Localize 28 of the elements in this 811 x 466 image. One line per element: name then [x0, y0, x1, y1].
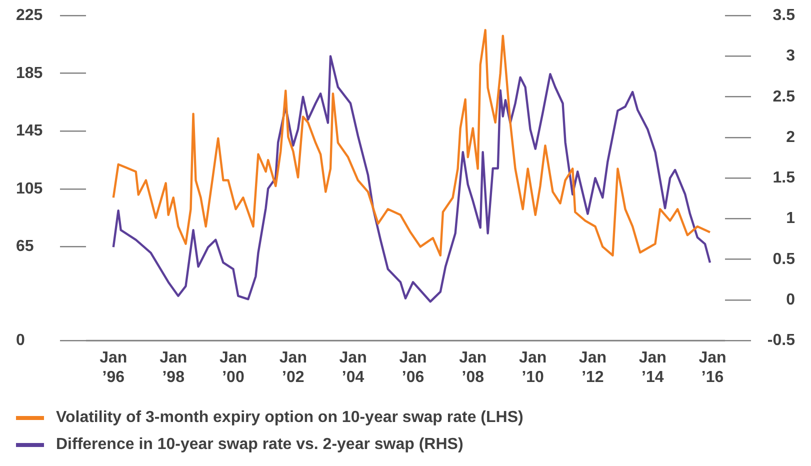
- x-tick-label: Jan ’16: [698, 350, 726, 386]
- x-tick-label: Jan ’00: [219, 350, 248, 386]
- legend-label: Volatility of 3-month expiry option on 10-year swap rate (LHS): [56, 408, 524, 426]
- x-tick-label: Jan ’14: [638, 350, 666, 386]
- y-tick-label: 145: [16, 122, 43, 140]
- y2-tick-label: 0.5: [772, 250, 796, 268]
- x-tick-label: Jan ’12: [578, 350, 606, 386]
- y2-tick-label: 0: [786, 291, 796, 308]
- y-tick-label: 225: [16, 7, 43, 24]
- x-tick-label: Jan ’04: [339, 350, 367, 386]
- x-tick-label: Jan ’06: [399, 350, 427, 386]
- x-tick-label: Jan ’98: [160, 350, 188, 386]
- y-tick-label: 105: [16, 180, 43, 198]
- y-tick-label: 0: [16, 332, 25, 350]
- y2-tick-label: 3: [786, 48, 796, 65]
- y-tick-label: 65: [16, 238, 34, 256]
- x-tick-label: Jan ’08: [459, 350, 487, 386]
- y2-tick-label: 2: [786, 128, 796, 146]
- x-tick-label: Jan ’10: [519, 350, 547, 386]
- x-tick-label: Jan ’96: [100, 350, 128, 386]
- y2-tick-label: -0.5: [767, 332, 796, 350]
- x-tick-label: Jan ’02: [279, 350, 307, 386]
- y2-tick-label: 1.5: [772, 170, 796, 187]
- y2-tick-label: 1: [786, 210, 796, 228]
- legend-label: Difference in 10-year swap rate vs. 2-year swap (RHS): [56, 436, 464, 454]
- y2-tick-label: 3.5: [772, 7, 796, 24]
- y2-tick-label: 2.5: [772, 88, 796, 106]
- y-tick-label: 185: [16, 64, 43, 82]
